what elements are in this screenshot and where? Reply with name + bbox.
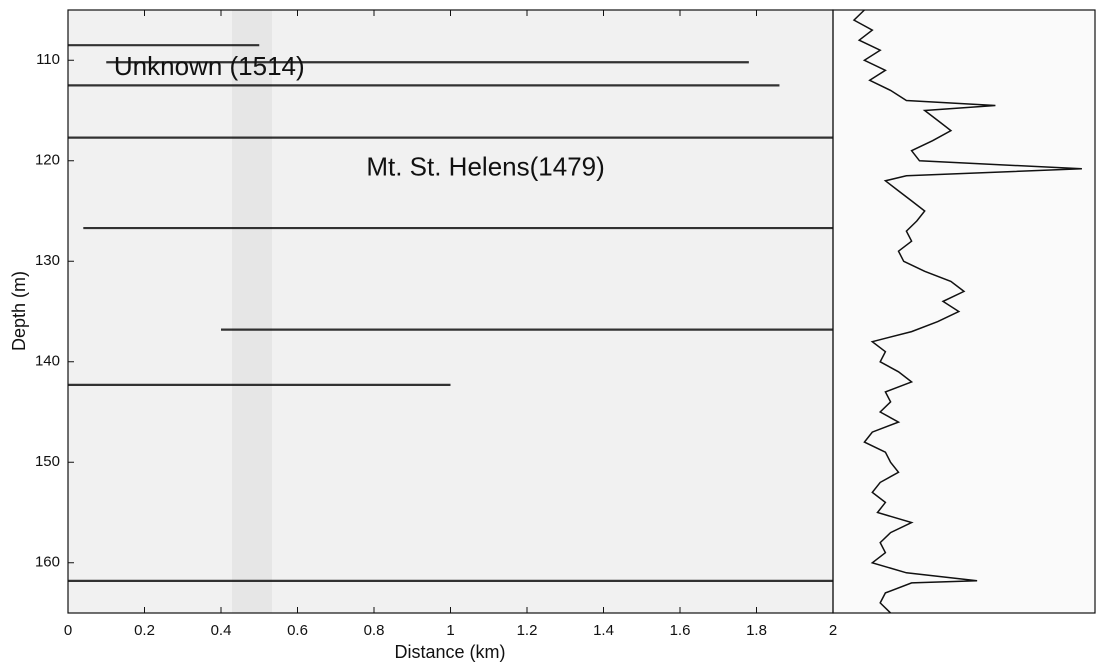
x-tick-label: 1.4 bbox=[593, 622, 614, 639]
x-tick-label: 1 bbox=[446, 622, 454, 639]
trace-frame bbox=[832, 9, 1096, 614]
y-tick-label: 160 bbox=[35, 554, 60, 571]
trace-line bbox=[852, 9, 1082, 614]
y-tick-label: 150 bbox=[35, 453, 60, 470]
y-tick-label: 140 bbox=[35, 353, 60, 370]
x-axis-label: Distance (km) bbox=[394, 642, 505, 662]
x-tick-label: 1.8 bbox=[746, 622, 767, 639]
y-tick-label: 110 bbox=[36, 51, 60, 68]
x-tick-label: 0 bbox=[64, 622, 72, 639]
ghost-band bbox=[232, 10, 272, 613]
x-tick-label: 1.6 bbox=[670, 622, 691, 639]
y-tick-label: 130 bbox=[35, 252, 60, 269]
plot-background bbox=[68, 10, 833, 613]
x-tick-label: 2 bbox=[829, 622, 837, 639]
trace-panel bbox=[833, 10, 1095, 613]
annotation: Unknown (1514) bbox=[114, 51, 305, 81]
x-tick-label: 0.6 bbox=[287, 622, 308, 639]
annotation: Mt. St. Helens(1479) bbox=[366, 152, 604, 182]
x-tick-label: 0.8 bbox=[364, 622, 385, 639]
y-axis-label: Depth (m) bbox=[9, 271, 29, 351]
x-tick-label: 0.2 bbox=[134, 622, 155, 639]
x-tick-label: 0.4 bbox=[211, 622, 232, 639]
x-tick-label: 1.2 bbox=[517, 622, 538, 639]
y-tick-label: 120 bbox=[35, 152, 60, 169]
